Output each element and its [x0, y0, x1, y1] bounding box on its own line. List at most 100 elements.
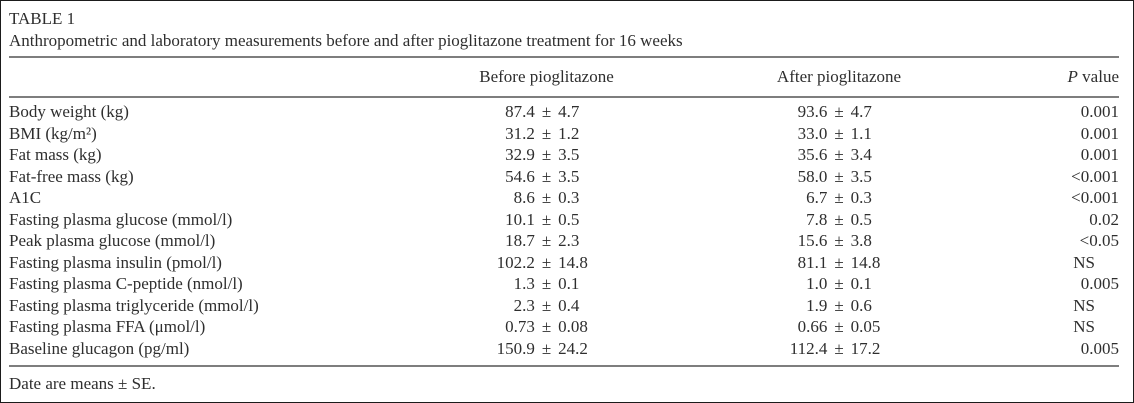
plus-minus-sign: ±: [541, 231, 552, 250]
mean-value: 87.4: [505, 102, 535, 121]
after-value: 33.0 ±1.1: [694, 123, 984, 145]
mean-value: 8.6: [513, 188, 535, 207]
stub-header: [9, 56, 399, 98]
after-value: 1.0 ±0.1: [694, 273, 984, 295]
table-row: Baseline glucagon (pg/ml) 150.9 ±24.2 112…: [9, 338, 1119, 363]
table-footnote: Date are means ± SE.: [9, 365, 1119, 394]
table-row: Fat mass (kg) 32.9 ±3.5 35.6 ±3.4 0.001: [9, 144, 1119, 166]
se-value: 0.4: [558, 295, 580, 315]
p-value: 0.005: [1080, 338, 1119, 358]
row-label: BMI (kg/m²): [9, 123, 97, 143]
se-value: 0.1: [850, 274, 872, 293]
plus-minus-sign: ±: [541, 252, 552, 272]
row-label: Baseline glucagon (pg/ml): [9, 338, 190, 358]
before-value: 32.9 ±3.5: [399, 144, 694, 166]
mean-value: 32.9: [505, 145, 535, 164]
before-value: 1.3 ±0.1: [399, 273, 694, 295]
se-value: 24.2: [558, 338, 588, 358]
plus-minus-sign: ±: [541, 295, 552, 315]
after-value: 6.7 ±0.3: [694, 187, 984, 209]
table-row: Fasting plasma triglyceride (mmol/l) 2.3…: [9, 295, 1119, 317]
after-value: 35.6 ±3.4: [694, 144, 984, 166]
table-row: Fat-free mass (kg) 54.6 ±3.5 58.0 ±3.5 <0.…: [9, 166, 1119, 188]
plus-minus-sign: ±: [541, 188, 552, 207]
mean-value: 1.0: [806, 274, 828, 293]
mean-value: 150.9: [496, 338, 535, 358]
table-row: Fasting plasma glucose (mmol/l) 10.1 ±0.5…: [9, 209, 1119, 231]
mean-value: 6.7: [806, 188, 828, 207]
table-caption: Anthropometric and laboratory measuremen…: [9, 31, 683, 50]
table-row: BMI (kg/m²) 31.2 ±1.2 33.0 ±1.1 0.001: [9, 123, 1119, 145]
se-value: 0.3: [558, 188, 580, 207]
p-value: NS: [1073, 317, 1095, 336]
p-rest: value: [1077, 67, 1119, 86]
se-value: 4.7: [850, 102, 872, 121]
row-label: Fasting plasma triglyceride (mmol/l): [9, 295, 259, 315]
se-value: 0.08: [558, 317, 588, 336]
table-row: A1C 8.6 ±0.3 6.7 ±0.3 <0.001: [9, 187, 1119, 209]
after-value: 1.9 ±0.6: [694, 295, 984, 317]
measurements-table: Before pioglitazone After pioglitazone P…: [9, 56, 1119, 362]
after-value: 15.6 ±3.8: [694, 230, 984, 252]
before-value: 102.2 ±14.8: [399, 252, 694, 274]
mean-value: 35.6: [797, 145, 828, 164]
se-value: 4.7: [558, 102, 580, 121]
se-value: 0.5: [850, 209, 872, 229]
se-value: 0.5: [558, 209, 580, 229]
row-label: Fasting plasma FFA (μmol/l): [9, 317, 206, 336]
plus-minus-sign: ±: [834, 209, 844, 229]
mean-value: 7.8: [806, 209, 828, 229]
plus-minus-sign: ±: [834, 252, 844, 272]
before-value: 8.6 ±0.3: [399, 187, 694, 209]
p-value: 0.001: [1080, 102, 1119, 121]
p-value: 0.005: [1080, 274, 1119, 293]
plus-minus-sign: ±: [834, 231, 844, 250]
table-label: TABLE 1: [9, 9, 76, 28]
before-value: 150.9 ±24.2: [399, 338, 694, 363]
mean-value: 81.1: [797, 252, 828, 272]
table-header: Before pioglitazone After pioglitazone P…: [9, 56, 1119, 98]
se-value: 3.8: [850, 231, 872, 250]
mean-value: 2.3: [513, 295, 535, 315]
plus-minus-sign: ±: [541, 274, 552, 293]
mean-value: 15.6: [797, 231, 828, 250]
row-label: Fasting plasma insulin (pmol/l): [9, 252, 222, 272]
mean-value: 0.66: [797, 317, 828, 336]
before-value: 18.7 ±2.3: [399, 230, 694, 252]
table-row: Fasting plasma FFA (μmol/l) 0.73 ±0.08 0.…: [9, 316, 1119, 338]
mean-value: 0.73: [505, 317, 535, 336]
se-value: 2.3: [558, 231, 580, 250]
table-row: Fasting plasma C-peptide (nmol/l) 1.3 ±0.…: [9, 273, 1119, 295]
row-label: A1C: [9, 188, 42, 207]
p-value: 0.001: [1080, 145, 1119, 164]
mean-value: 18.7: [505, 231, 535, 250]
se-value: 0.3: [850, 188, 872, 207]
row-label: Peak plasma glucose (mmol/l): [9, 231, 216, 250]
p-value: <0.001: [1071, 166, 1119, 186]
se-value: 3.5: [850, 166, 872, 186]
before-value: 2.3 ±0.4: [399, 295, 694, 317]
row-label: Fat mass (kg): [9, 145, 102, 164]
plus-minus-sign: ±: [834, 166, 844, 186]
mean-value: 54.6: [505, 166, 535, 186]
table-caption-block: TABLE 1 Anthropometric and laboratory me…: [9, 8, 1119, 52]
mean-value: 33.0: [797, 123, 828, 143]
plus-minus-sign: ±: [834, 145, 844, 164]
before-value: 10.1 ±0.5: [399, 209, 694, 231]
se-value: 17.2: [850, 338, 881, 358]
table-body: Body weight (kg) 87.4 ±4.7 93.6 ±4.7 0.001…: [9, 97, 1119, 362]
table-row: Peak plasma glucose (mmol/l) 18.7 ±2.3 15…: [9, 230, 1119, 252]
plus-minus-sign: ±: [834, 295, 844, 315]
after-value: 0.66 ±0.05: [694, 316, 984, 338]
after-value: 58.0 ±3.5: [694, 166, 984, 188]
mean-value: 102.2: [496, 252, 535, 272]
plus-minus-sign: ±: [834, 123, 844, 143]
after-value: 7.8 ±0.5: [694, 209, 984, 231]
row-label: Fasting plasma glucose (mmol/l): [9, 209, 233, 229]
plus-minus-sign: ±: [541, 145, 552, 164]
plus-minus-sign: ±: [541, 209, 552, 229]
before-value: 54.6 ±3.5: [399, 166, 694, 188]
table-row: Body weight (kg) 87.4 ±4.7 93.6 ±4.7 0.001: [9, 97, 1119, 123]
plus-minus-sign: ±: [834, 102, 844, 121]
